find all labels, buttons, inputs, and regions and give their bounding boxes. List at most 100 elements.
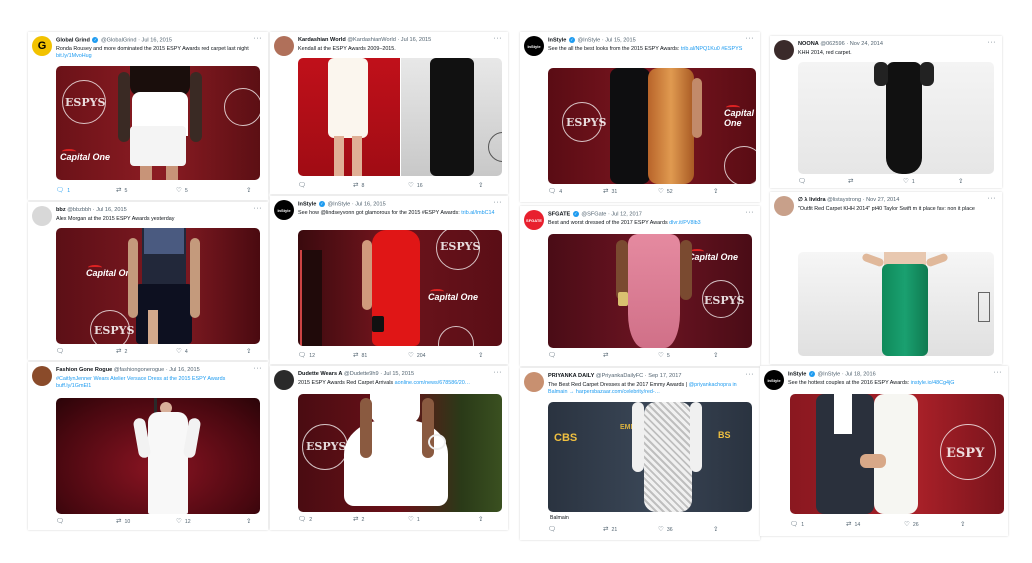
- author-handle[interactable]: @SFGate: [581, 211, 607, 218]
- tweet-media[interactable]: [798, 252, 994, 356]
- author-name[interactable]: InStyle: [298, 201, 317, 208]
- retweet-button[interactable]: ⇄ 5: [116, 187, 128, 194]
- like-button[interactable]: ♡ 36: [658, 526, 673, 533]
- share-button[interactable]: ⇪: [246, 348, 251, 355]
- author-name[interactable]: Kardashian World: [298, 37, 346, 43]
- avatar[interactable]: InStyle: [274, 200, 294, 220]
- author-name[interactable]: Fashion Gone Rogue: [56, 367, 113, 373]
- tweet-media[interactable]: ESPYS Capital One: [298, 230, 502, 346]
- like-button[interactable]: ♡ 1: [903, 178, 915, 185]
- author-name[interactable]: bbz: [56, 207, 66, 213]
- tweet-date[interactable]: Jul 12, 2017: [611, 211, 642, 218]
- author-name[interactable]: Global Grind: [56, 37, 90, 44]
- tweet-date[interactable]: Jul 16, 2015: [141, 37, 172, 44]
- more-icon[interactable]: ···: [493, 369, 502, 376]
- reply-button[interactable]: 🗨: [798, 178, 806, 185]
- tweet-date[interactable]: Nov 24, 2014: [849, 41, 884, 47]
- avatar[interactable]: [774, 40, 794, 60]
- share-button[interactable]: ⇪: [246, 518, 251, 525]
- tweet-card[interactable]: NOONA @062596 · Nov 24, 2014 ··· KHH 201…: [770, 36, 1002, 188]
- author-name[interactable]: ∅ λ lividra: [798, 197, 826, 203]
- tweet-date[interactable]: Jul 16, 2015: [400, 37, 432, 43]
- share-button[interactable]: ⇪: [478, 182, 483, 189]
- tweet-link[interactable]: aonline.com/news/678586/20…: [394, 380, 471, 386]
- tweet-media[interactable]: [298, 58, 502, 176]
- tweet-date[interactable]: Sep 17, 2017: [648, 373, 682, 379]
- tweet-date[interactable]: Jul 16, 2015: [355, 201, 386, 208]
- tweet-media[interactable]: ESPYS: [298, 394, 502, 512]
- author-handle[interactable]: @InStyle: [817, 371, 841, 378]
- tweet-card[interactable]: bbz @bbzbbh · Jul 16, 2015 ··· Alex Morg…: [28, 202, 268, 360]
- retweet-button[interactable]: ⇄ 21: [603, 526, 618, 533]
- author-handle[interactable]: @PriyankaDailyFC: [595, 373, 644, 379]
- tweet-media[interactable]: Capital One ESPYS: [56, 228, 260, 344]
- retweet-button[interactable]: ⇄ 2: [116, 348, 128, 355]
- like-button[interactable]: ♡ 204: [408, 352, 426, 359]
- retweet-button[interactable]: ⇄ 2: [353, 516, 365, 523]
- tweet-card[interactable]: PRIYANKA DAILY @PriyankaDailyFC · Sep 17…: [520, 368, 760, 540]
- tweet-link[interactable]: trib.al/NPQ1Ku0 #ESPYS: [680, 46, 743, 52]
- more-icon[interactable]: ···: [493, 35, 502, 42]
- more-icon[interactable]: ···: [745, 371, 754, 378]
- avatar[interactable]: [32, 206, 52, 226]
- share-button[interactable]: ⇪: [958, 178, 963, 185]
- author-name[interactable]: InStyle: [788, 371, 807, 378]
- avatar[interactable]: InStyle: [524, 36, 544, 56]
- tweet-media[interactable]: CBS BS EMMYS: [548, 402, 752, 512]
- share-button[interactable]: ⇪: [478, 516, 483, 523]
- avatar[interactable]: [774, 196, 794, 216]
- share-button[interactable]: ⇪: [960, 521, 965, 528]
- more-icon[interactable]: ···: [993, 369, 1002, 376]
- tweet-media[interactable]: ESPYS Capital One: [56, 66, 260, 180]
- author-name[interactable]: PRIYANKA DAILY: [548, 373, 595, 379]
- like-button[interactable]: ♡ 4: [176, 348, 188, 355]
- like-button[interactable]: ♡ 1: [408, 516, 420, 523]
- tweet-card[interactable]: SFGATE SFGATE ✓ @SFGate · Jul 12, 2017 ·…: [520, 206, 760, 366]
- avatar[interactable]: [274, 36, 294, 56]
- tweet-card[interactable]: G Global Grind ✓ @GlobalGrind · Jul 16, …: [28, 32, 268, 200]
- tweet-link[interactable]: instyle.io/48Cg4jG: [910, 380, 955, 386]
- author-handle[interactable]: @bbzbbh: [67, 207, 92, 213]
- author-handle[interactable]: @KardashianWorld: [347, 37, 396, 43]
- avatar[interactable]: [524, 372, 544, 392]
- more-icon[interactable]: ···: [493, 199, 502, 206]
- avatar[interactable]: InStyle: [764, 370, 784, 390]
- tweet-card[interactable]: InStyle InStyle ✓ @InStyle · Jul 16, 201…: [270, 196, 508, 364]
- tweet-date[interactable]: Jul 15, 2015: [383, 371, 415, 377]
- like-button[interactable]: ♡ 26: [904, 521, 919, 528]
- reply-button[interactable]: 🗨: [298, 182, 306, 189]
- like-button[interactable]: ♡ 5: [658, 352, 670, 359]
- tweet-date[interactable]: Jul 15, 2015: [605, 37, 636, 44]
- reply-button[interactable]: 🗨: [548, 526, 556, 533]
- author-handle[interactable]: @fashiongonerogue: [113, 367, 165, 373]
- more-icon[interactable]: ···: [987, 39, 996, 46]
- tweet-card[interactable]: Kardashian World @KardashianWorld · Jul …: [270, 32, 508, 194]
- tweet-link[interactable]: @priyankachopra in Balmain → harpersbaza…: [548, 382, 737, 395]
- more-icon[interactable]: ···: [253, 365, 262, 372]
- tweet-card[interactable]: Dudette Wears A @Dudette9h9 · Jul 15, 20…: [270, 366, 508, 530]
- share-button[interactable]: ⇪: [478, 352, 483, 359]
- author-name[interactable]: InStyle: [548, 37, 567, 44]
- share-button[interactable]: ⇪: [713, 352, 718, 359]
- more-icon[interactable]: ···: [745, 209, 754, 216]
- retweet-button[interactable]: ⇄ 14: [846, 521, 861, 528]
- retweet-button[interactable]: ⇄ 8: [353, 182, 365, 189]
- reply-button[interactable]: 🗨 1: [56, 187, 71, 194]
- tweet-link[interactable]: bit.ly/1MvoHug: [56, 53, 92, 59]
- like-button[interactable]: ♡ 16: [408, 182, 423, 189]
- like-button[interactable]: ♡ 52: [658, 188, 673, 195]
- retweet-button[interactable]: ⇄ 10: [116, 518, 131, 525]
- more-icon[interactable]: ···: [987, 195, 996, 202]
- tweet-card[interactable]: InStyle InStyle ✓ @InStyle · Jul 15, 201…: [520, 32, 760, 202]
- reply-button[interactable]: 🗨: [56, 518, 67, 525]
- avatar[interactable]: SFGATE: [524, 210, 544, 230]
- retweet-button[interactable]: ⇄: [848, 178, 853, 185]
- avatar[interactable]: [274, 370, 294, 390]
- reply-button[interactable]: 🗨 1: [790, 521, 805, 528]
- tweet-date[interactable]: Jul 16, 2015: [169, 367, 200, 373]
- retweet-button[interactable]: ⇄ 81: [353, 352, 368, 359]
- share-button[interactable]: ⇪: [246, 187, 251, 194]
- like-button[interactable]: ♡ 5: [176, 187, 188, 194]
- tweet-media[interactable]: ESPY: [790, 394, 1004, 514]
- author-handle[interactable]: @062596: [820, 41, 845, 47]
